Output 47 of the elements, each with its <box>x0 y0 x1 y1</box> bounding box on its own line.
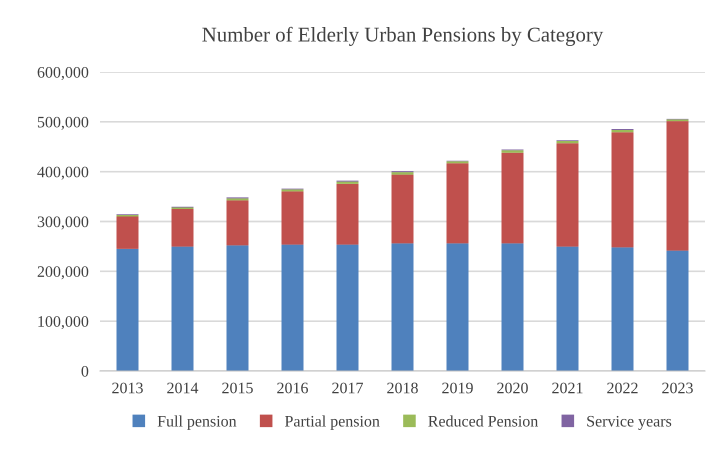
bar <box>172 209 194 247</box>
bar <box>226 245 248 371</box>
bar <box>282 244 304 371</box>
bar <box>282 191 304 245</box>
bar <box>336 244 358 371</box>
x-tick-label: 2014 <box>167 382 198 394</box>
x-tick-label: 2017 <box>332 382 364 394</box>
bar <box>612 247 634 371</box>
bar <box>336 184 358 245</box>
bar <box>392 243 414 371</box>
bar <box>502 243 524 371</box>
y-tick-label: 400,000 <box>37 166 88 180</box>
bar <box>446 243 468 371</box>
x-tick-label: 2016 <box>277 382 308 394</box>
bar <box>502 150 524 153</box>
y-tick-label: 200,000 <box>38 266 88 280</box>
x-tick-label: 2015 <box>222 382 253 394</box>
y-tick-label: 500,000 <box>38 116 88 130</box>
bar <box>116 216 138 249</box>
y-tick-label: 100,000 <box>38 316 88 330</box>
chart-title: Number of Elderly Urban Pensions by Category <box>202 26 604 46</box>
x-tick-label: 2018 <box>387 382 418 394</box>
legend-label: Reduced Pension <box>428 415 538 427</box>
x-tick-label: 2023 <box>662 382 693 394</box>
bar <box>502 152 524 244</box>
legend-label: Service years <box>587 416 672 430</box>
bar <box>612 132 634 248</box>
x-tick-label: 2013 <box>112 382 143 394</box>
legend-label: Partial pension <box>284 415 380 430</box>
bar <box>392 174 414 244</box>
y-tick-label: 0 <box>82 366 88 377</box>
x-tick-label: 2020 <box>497 382 528 394</box>
bar <box>556 246 578 371</box>
x-tick-label: 2021 <box>552 382 583 394</box>
x-tick-label: 2022 <box>607 382 638 394</box>
bar <box>392 172 414 175</box>
bar <box>666 121 688 251</box>
bar <box>172 246 194 371</box>
y-tick-label: 600,000 <box>38 66 88 80</box>
bar <box>666 250 688 371</box>
bar <box>116 248 138 371</box>
bar <box>226 200 248 246</box>
legend-label: Full pension <box>158 415 236 430</box>
bar <box>446 163 468 244</box>
x-tick-label: 2019 <box>442 382 473 394</box>
y-tick-label: 300,000 <box>38 216 88 230</box>
bar <box>556 143 578 247</box>
